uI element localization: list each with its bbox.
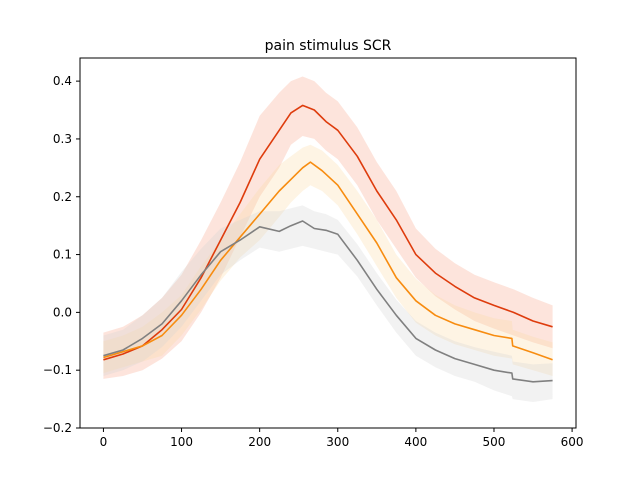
y-tick-label: 0.4	[53, 74, 72, 88]
x-tick-label: 200	[248, 435, 271, 449]
x-axis: 0 100 200 300 400 500 600	[100, 428, 584, 449]
y-tick-label: 0.1	[53, 248, 72, 262]
x-tick-label: 600	[561, 435, 584, 449]
confidence-band-1	[103, 76, 553, 379]
y-tick-label: 0.2	[53, 190, 72, 204]
y-tick-label: 0.3	[53, 132, 72, 146]
series-lines	[103, 104, 553, 383]
x-tick-label: 400	[404, 435, 427, 449]
y-axis: −0.2 −0.1 0.0 0.1 0.2 0.3 0.4	[43, 74, 80, 435]
chart-title: pain stimulus SCR	[265, 38, 392, 54]
y-tick-label: −0.2	[43, 421, 72, 435]
y-tick-label: −0.1	[43, 363, 72, 377]
x-tick-label: 300	[326, 435, 349, 449]
plot-area-frame	[79, 57, 577, 429]
x-tick-label: 0	[100, 435, 108, 449]
y-tick-label: 0.0	[53, 305, 72, 319]
series-line-2	[103, 161, 553, 361]
x-tick-label: 500	[483, 435, 506, 449]
series-line-1	[103, 104, 553, 361]
x-tick-label: 100	[170, 435, 193, 449]
series-line-3	[103, 220, 553, 383]
